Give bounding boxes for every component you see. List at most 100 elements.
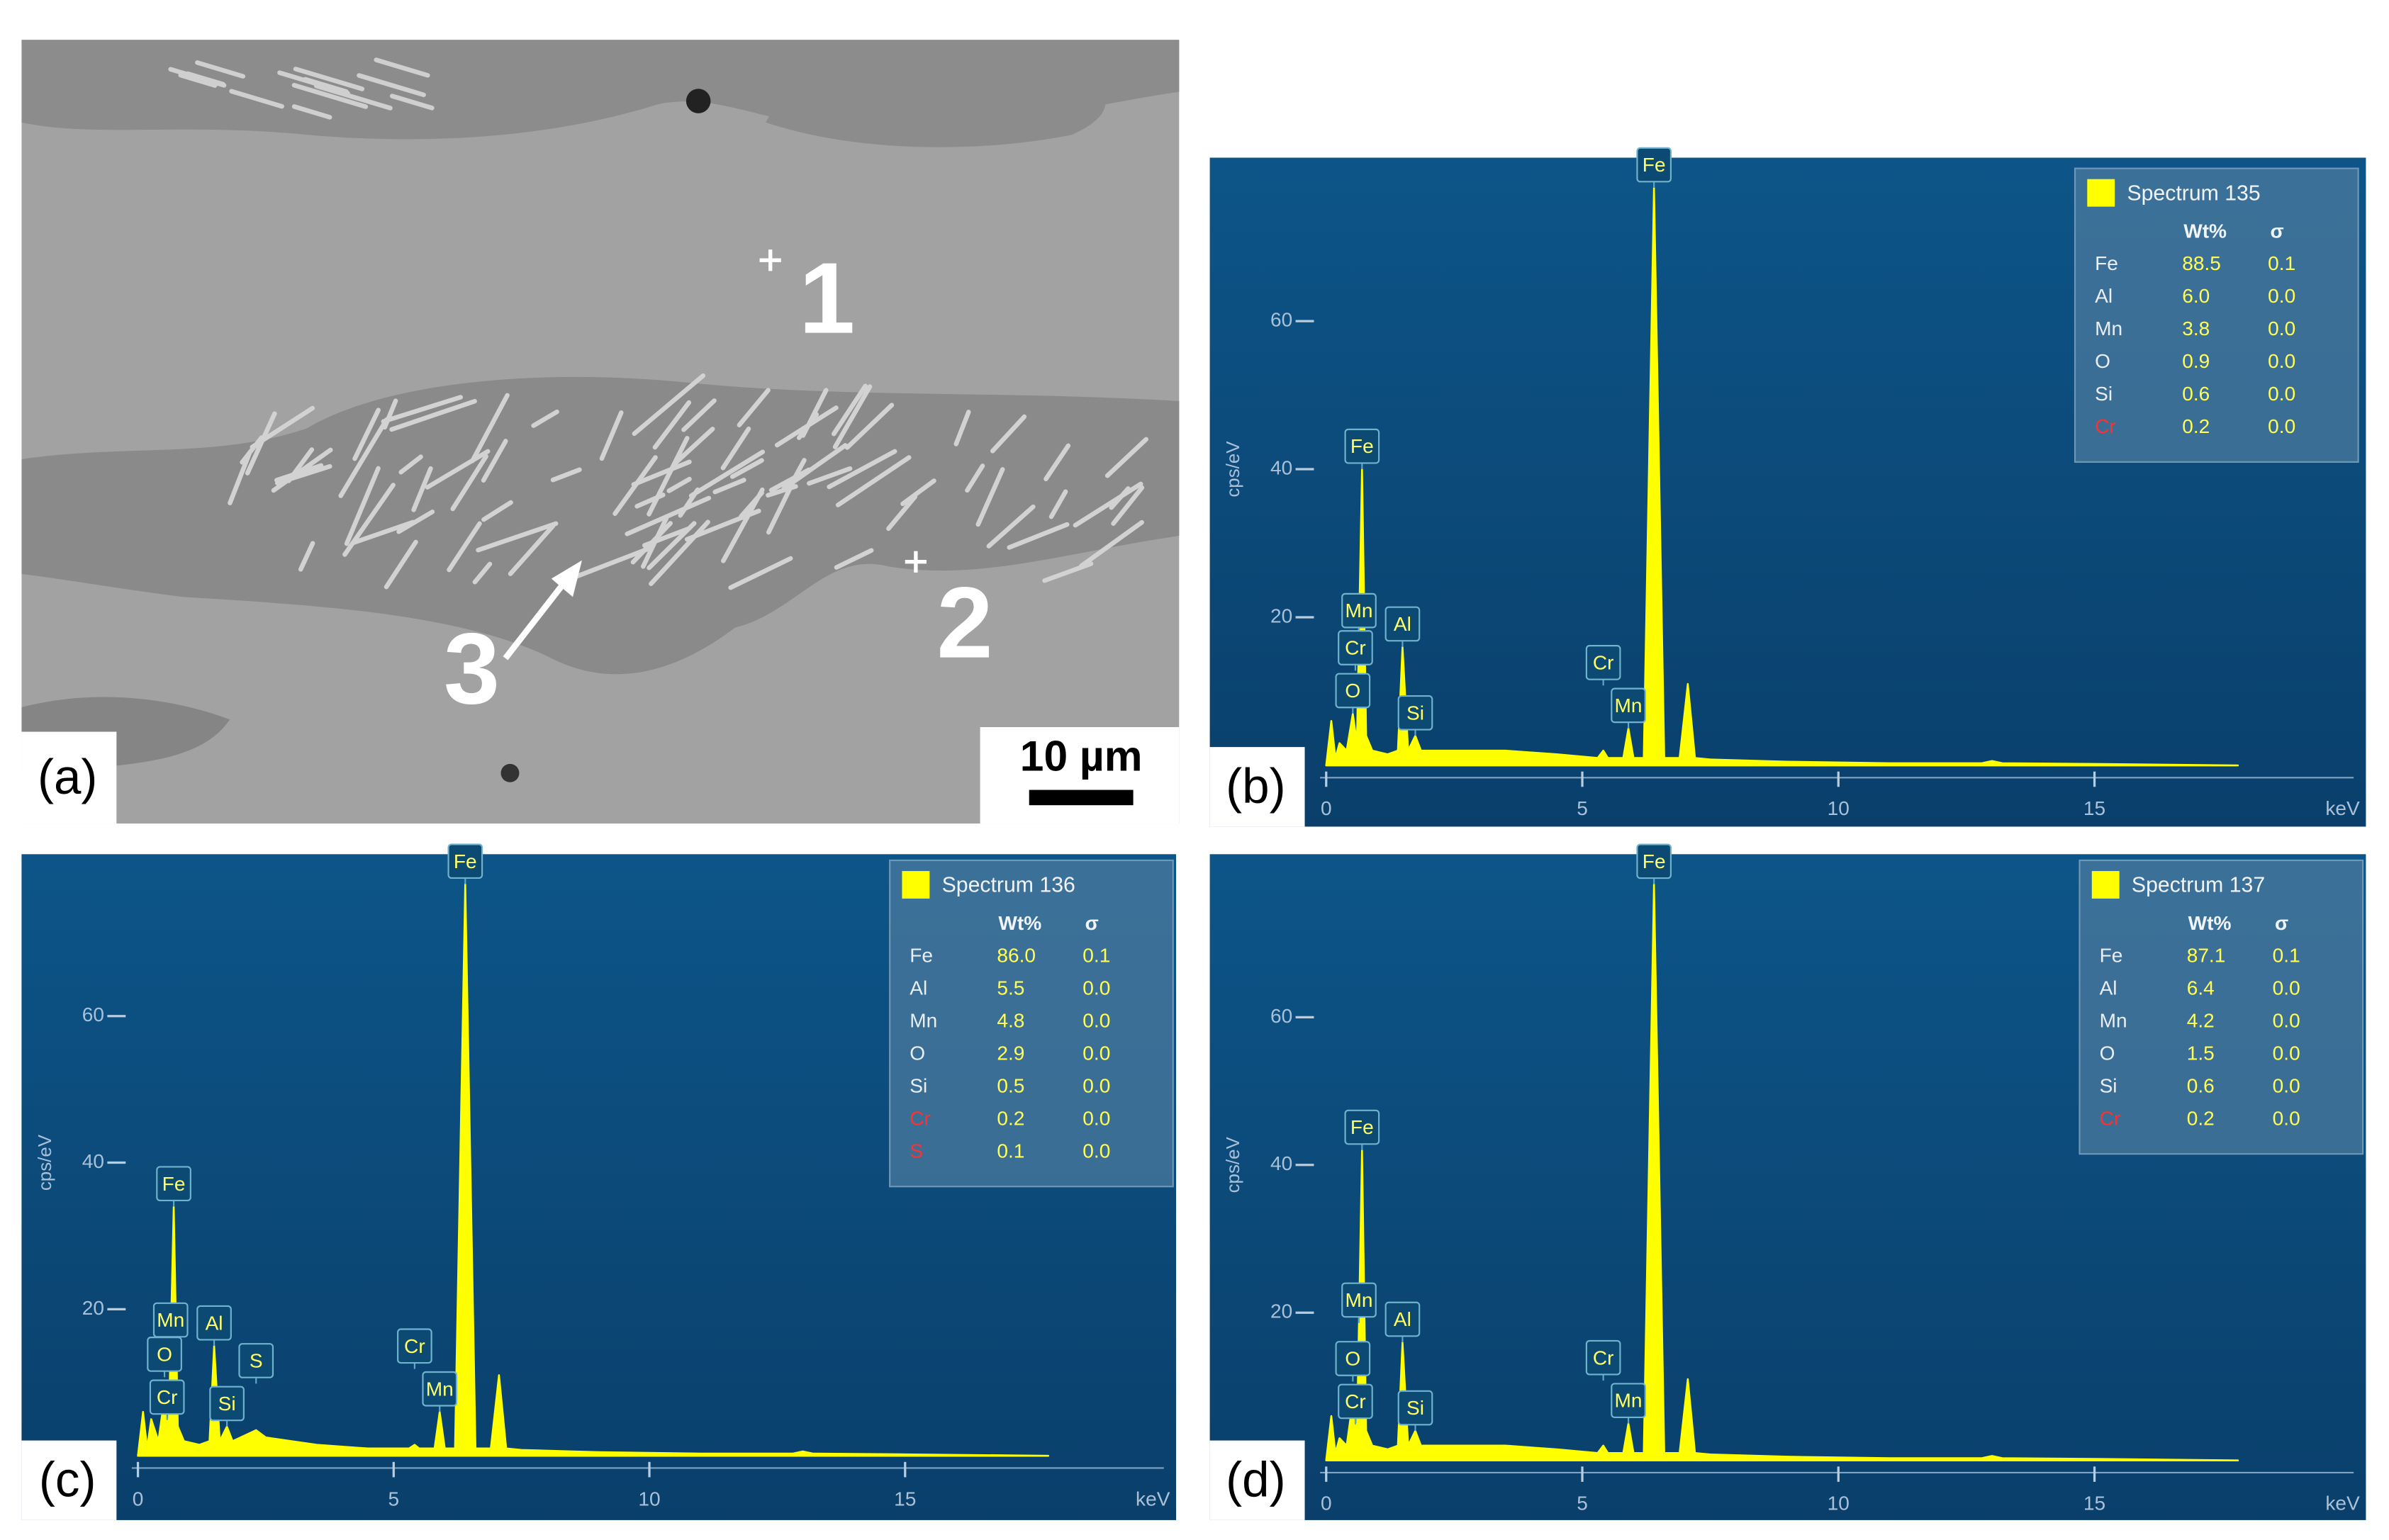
x-tick-label: 15	[894, 1488, 916, 1510]
legend-label: Spectrum 136	[942, 874, 1075, 897]
x-tick-label: 10	[1828, 1493, 1850, 1514]
needle	[673, 427, 715, 466]
peak-label-box	[1585, 645, 1621, 680]
needle	[178, 72, 218, 88]
needle	[632, 373, 706, 437]
peak-label-box	[1611, 1383, 1646, 1419]
peak-label: O	[1345, 1348, 1360, 1370]
needle	[1104, 437, 1149, 478]
needle	[303, 77, 349, 94]
spectrum-panel: 0 5 10 15 keV 20 40 60 cps/eV Fe Fe Al Si Mn Cr Cr Mn O Sp…	[1209, 843, 2366, 1520]
panel-label-box	[1209, 1440, 1305, 1520]
table-wt: 87.1	[2187, 944, 2226, 966]
table-header: Wt%	[2188, 912, 2232, 934]
table-element: Si	[2095, 383, 2113, 405]
table-sigma: 0.0	[1082, 1107, 1110, 1129]
needle	[1048, 489, 1068, 519]
x-tick-label: 0	[133, 1488, 144, 1510]
peak-label-box	[1335, 673, 1371, 709]
peak-label-box	[1384, 606, 1421, 642]
needle	[712, 478, 746, 495]
needle	[352, 408, 381, 461]
spectrum-panel: 0 5 10 15 keV204060cps/eVFeFeAlSiSMnCrCrMnOS…	[21, 843, 1177, 1520]
peak-label: Fe	[1643, 850, 1666, 872]
peak-label: Cr	[1345, 637, 1366, 659]
x-tick-label: 5	[1577, 1493, 1588, 1514]
peak-label: Cr	[1593, 651, 1614, 673]
needle	[350, 519, 415, 546]
table-sigma: 0.1	[2268, 252, 2295, 274]
needle	[389, 398, 477, 432]
table-wt: 4.8	[997, 1009, 1024, 1031]
needle	[986, 504, 1036, 549]
panel-label-box	[21, 731, 117, 824]
needle	[291, 82, 369, 109]
table-header: Wt%	[998, 912, 1041, 934]
needle	[550, 467, 582, 483]
needle	[425, 449, 491, 490]
legend-box	[2079, 859, 2364, 1155]
needle	[476, 521, 559, 553]
legend-swatch	[2091, 871, 2120, 899]
needle	[293, 67, 365, 91]
needle	[298, 541, 315, 572]
table-wt: 88.5	[2182, 252, 2221, 274]
needle	[450, 454, 488, 512]
needle	[1079, 519, 1144, 568]
needle	[599, 410, 624, 461]
needle	[338, 417, 389, 498]
needle	[508, 523, 556, 576]
needle	[396, 509, 435, 534]
peak-label: O	[1345, 680, 1360, 702]
needle	[684, 508, 761, 542]
table-element: Mn	[2095, 317, 2122, 339]
peak-label: Fe	[1350, 1116, 1374, 1138]
table-sigma: 0.0	[1082, 1140, 1110, 1162]
needle	[357, 73, 426, 98]
needle	[384, 539, 418, 590]
legend-label: Spectrum 135	[2127, 181, 2260, 205]
table-element: Al	[910, 977, 927, 999]
scale-bar-label: 10 µm	[1020, 731, 1143, 780]
needle	[1007, 522, 1070, 550]
peak-label: Fe	[162, 1173, 186, 1195]
legend-box	[2074, 167, 2359, 463]
spectrum-panel: 0 5 10 15 keV 20 40 60 cps/eV Fe Fe Al Si Mn Cr Mn O Cr Sp…	[1209, 147, 2366, 827]
peak-label-box	[1611, 687, 1646, 724]
needle	[965, 463, 985, 493]
needle	[245, 411, 277, 476]
x-tick-label: 10	[1828, 797, 1850, 819]
needle	[844, 403, 895, 450]
table-element: Fe	[2100, 944, 2123, 966]
pore	[686, 89, 711, 113]
point-label: 2	[936, 567, 992, 680]
needle	[381, 395, 464, 424]
micrograph: 1 2 3 10 µm (a)	[21, 40, 1180, 824]
needle	[185, 71, 225, 87]
table-element: S	[910, 1140, 923, 1162]
table-sigma: 0.0	[2273, 1074, 2300, 1096]
needle	[470, 393, 510, 463]
table-sigma: 0.0	[1082, 1009, 1110, 1031]
table-wt: 4.2	[2187, 1009, 2215, 1031]
needle	[900, 478, 936, 507]
needle	[344, 466, 381, 546]
peak-label-box	[1344, 428, 1380, 464]
needle	[291, 104, 332, 120]
peak-label: Mn	[1615, 1390, 1643, 1412]
needle	[389, 94, 435, 111]
needle	[1111, 485, 1145, 526]
table-element: Al	[2100, 977, 2117, 999]
table-header: σ	[2275, 912, 2288, 934]
needle	[739, 490, 764, 519]
peak-label-box	[1585, 1339, 1621, 1376]
legend-swatch	[2087, 179, 2115, 207]
needle	[975, 467, 1005, 527]
table-sigma: 0.0	[2268, 317, 2295, 339]
peak-label: Si	[218, 1393, 236, 1415]
x-tick-label: 15	[2083, 797, 2105, 819]
y-tick-label: 20	[1270, 1300, 1292, 1322]
needle	[1044, 443, 1071, 482]
peak-label-box	[422, 1371, 458, 1407]
y-axis-label: cps/eV	[1224, 441, 1243, 498]
